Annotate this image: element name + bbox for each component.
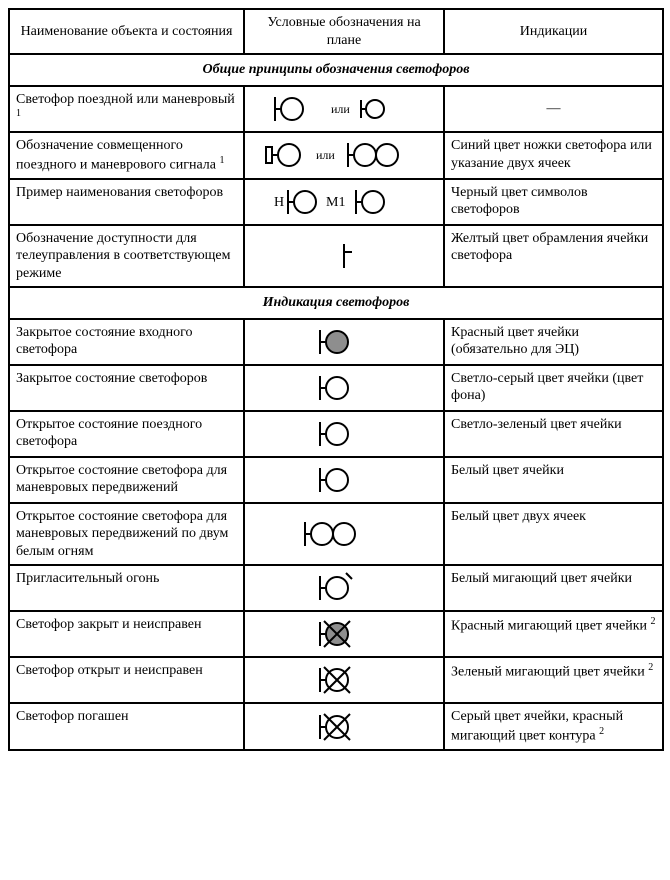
table-row: Обозначение совмещенного поездного и ман…: [9, 132, 663, 179]
col-header-name: Наименование объекта и состояния: [9, 9, 244, 54]
symbol-cell: [244, 365, 444, 411]
name-cell: Светофор закрыт и неисправен: [9, 611, 244, 657]
name-cell: Пригласительный огонь: [9, 565, 244, 611]
name-cell: Закрытое состояние светофоров: [9, 365, 244, 411]
indication-cell: Светло-серый цвет ячейки (цвет фона): [444, 365, 663, 411]
name-cell: Светофор открыт и неисправен: [9, 657, 244, 703]
table-row: Светофор поездной или маневровый 1 или —: [9, 86, 663, 133]
name-cell: Пример наименования светофоров: [9, 179, 244, 225]
svg-text:Н: Н: [274, 195, 284, 210]
symbol-cell: [244, 225, 444, 288]
symbol-cell: [244, 703, 444, 750]
header-row: Наименование объекта и состояния Условны…: [9, 9, 663, 54]
indication-cell: Серый цвет ячейки, красный мигающий цвет…: [444, 703, 663, 750]
indication-cell: Красный мигающий цвет ячейки 2: [444, 611, 663, 657]
svg-text:или: или: [331, 102, 350, 116]
section-header-1: Общие принципы обозначения светофоров: [9, 54, 663, 86]
table-row: Пригласительный огонь Белый мигающий цвет…: [9, 565, 663, 611]
name-cell: Светофор погашен: [9, 703, 244, 750]
table-row: Открытое состояние светофора для маневро…: [9, 457, 663, 503]
indication-cell: Белый мигающий цвет ячейки: [444, 565, 663, 611]
indication-cell: Зеленый мигающий цвет ячейки 2: [444, 657, 663, 703]
indication-cell: Черный цвет символов светофоров: [444, 179, 663, 225]
col-header-indication: Индикации: [444, 9, 663, 54]
indication-cell: Желтый цвет обрамления ячейки светофора: [444, 225, 663, 288]
indication-cell: Синий цвет ножки светофора или указание …: [444, 132, 663, 179]
table-row: Светофор погашен Серый цвет ячейки, крас…: [9, 703, 663, 750]
symbol-cell: [244, 503, 444, 566]
symbol-cell: [244, 611, 444, 657]
section-header-2: Индикация светофоров: [9, 287, 663, 319]
table-row: Обозначение доступности для телеуправлен…: [9, 225, 663, 288]
symbol-cell: Н М1: [244, 179, 444, 225]
symbol-cell: [244, 657, 444, 703]
symbol-cell: [244, 457, 444, 503]
legend-table: Наименование объекта и состояния Условны…: [8, 8, 664, 751]
name-cell: Светофор поездной или маневровый 1: [9, 86, 244, 133]
symbol-cell: [244, 319, 444, 365]
svg-text:М1: М1: [326, 195, 345, 210]
table-row: Открытое состояние светофора для маневро…: [9, 503, 663, 566]
name-cell: Открытое состояние светофора для маневро…: [9, 457, 244, 503]
name-cell: Открытое состояние поездного светофора: [9, 411, 244, 457]
indication-cell: —: [444, 86, 663, 133]
indication-cell: Красный цвет ячейки (обязательно для ЭЦ): [444, 319, 663, 365]
name-cell: Обозначение доступности для телеуправлен…: [9, 225, 244, 288]
table-row: Светофор закрыт и неисправен Красный миг…: [9, 611, 663, 657]
table-row: Пример наименования светофоров Н М1 Черный …: [9, 179, 663, 225]
symbol-cell: [244, 411, 444, 457]
symbol-cell: или: [244, 132, 444, 179]
table-row: Светофор открыт и неисправен Зеленый миг…: [9, 657, 663, 703]
table-row: Закрытое состояние входного светофора Кра…: [9, 319, 663, 365]
table-row: Закрытое состояние светофоров Светло-серы…: [9, 365, 663, 411]
col-header-symbol: Условные обозначения на плане: [244, 9, 444, 54]
indication-cell: Белый цвет двух ячеек: [444, 503, 663, 566]
svg-text:или: или: [316, 148, 335, 162]
symbol-cell: или: [244, 86, 444, 133]
symbol-cell: [244, 565, 444, 611]
indication-cell: Светло-зеленый цвет ячейки: [444, 411, 663, 457]
name-cell: Открытое состояние светофора для маневро…: [9, 503, 244, 566]
table-row: Открытое состояние поездного светофора Св…: [9, 411, 663, 457]
name-cell: Обозначение совмещенного поездного и ман…: [9, 132, 244, 179]
indication-cell: Белый цвет ячейки: [444, 457, 663, 503]
name-cell: Закрытое состояние входного светофора: [9, 319, 244, 365]
